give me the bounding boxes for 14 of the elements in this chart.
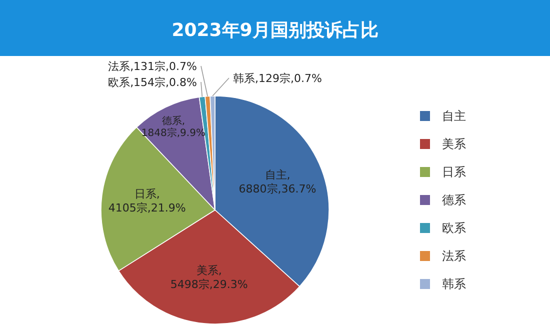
data-label: 美系,5498宗,29.3% (170, 264, 248, 292)
legend-label: 欧系 (442, 221, 466, 235)
legend-label: 德系 (442, 193, 466, 207)
data-label: 日系,4105宗,21.9% (108, 188, 186, 214)
legend-label: 韩系 (442, 277, 466, 291)
legend-label: 法系 (442, 249, 466, 263)
data-label: 欧系,154宗,0.8% (108, 76, 197, 89)
data-label: 自主,6880宗,36.7% (238, 168, 316, 196)
data-label: 韩系,129宗,0.7% (233, 72, 322, 85)
legend-label: 自主 (442, 109, 466, 123)
legend-label: 日系 (442, 165, 466, 179)
chart-title: 2023年9月国别投诉占比 (172, 20, 378, 41)
data-label: 法系,131宗,0.7% (108, 60, 197, 73)
legend-label: 美系 (442, 137, 466, 151)
